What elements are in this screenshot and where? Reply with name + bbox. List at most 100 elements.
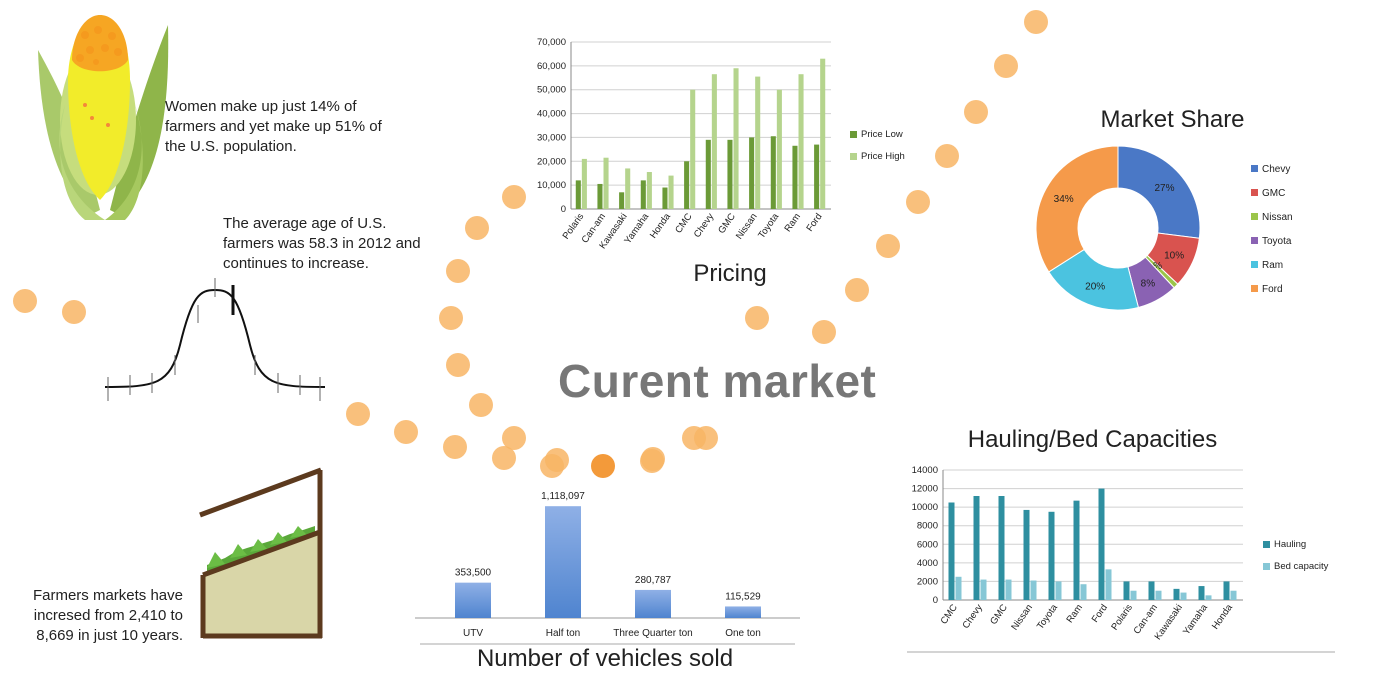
x-tick-label: Honda xyxy=(1210,602,1235,632)
y-tick-label: 50,000 xyxy=(537,85,566,96)
y-tick-label: 4000 xyxy=(917,558,938,569)
x-tick-label: Half ton xyxy=(546,628,580,639)
x-tick-label: CMC xyxy=(673,211,694,235)
bar xyxy=(1055,581,1062,600)
bar xyxy=(662,187,668,209)
bar xyxy=(973,496,980,600)
markets-fact: Farmers markets have incresed from 2,410… xyxy=(32,587,183,644)
data-label: 1,118,097 xyxy=(541,491,585,502)
corn-icon xyxy=(38,15,169,220)
y-tick-label: 40,000 xyxy=(537,109,566,120)
legend-label: GMC xyxy=(1262,188,1285,199)
dot xyxy=(545,448,569,472)
bar xyxy=(684,161,690,209)
dot xyxy=(964,100,988,124)
y-tick-label: 0 xyxy=(933,595,938,606)
dot xyxy=(745,306,769,330)
x-tick-label: Polaris xyxy=(1109,602,1135,632)
data-label: 353,500 xyxy=(455,568,492,579)
bar xyxy=(690,89,696,209)
bar xyxy=(1073,500,1080,600)
dot xyxy=(876,234,900,258)
bar xyxy=(545,506,581,618)
x-tick-label: CMC xyxy=(939,602,960,626)
legend-label: Chevy xyxy=(1262,164,1290,175)
legend-label: Bed capacity xyxy=(1274,561,1329,572)
dot xyxy=(439,306,463,330)
x-tick-label: Toyota xyxy=(1035,602,1060,632)
main-title: Curent market xyxy=(558,355,877,407)
pie-value-label: 8% xyxy=(1141,278,1156,289)
bar xyxy=(581,158,587,209)
pie-value-label: 10% xyxy=(1164,250,1184,261)
bar xyxy=(749,137,755,209)
pricing-title: Pricing xyxy=(693,260,767,287)
x-tick-label: Yamaha xyxy=(1181,602,1210,637)
dot xyxy=(502,426,526,450)
bar xyxy=(1180,592,1187,600)
bar xyxy=(820,58,826,210)
y-tick-label: 20,000 xyxy=(537,156,566,167)
pie-value-label: 34% xyxy=(1054,194,1074,205)
legend-swatch xyxy=(850,131,857,138)
bar xyxy=(1005,579,1012,600)
legend-swatch xyxy=(850,153,857,160)
bar xyxy=(1098,488,1105,600)
x-tick-label: Ford xyxy=(804,211,824,233)
dot xyxy=(62,300,86,324)
bar xyxy=(792,145,798,209)
bar xyxy=(1080,584,1087,600)
dot xyxy=(812,320,836,344)
age-fact: The average age of U.S. farmers was 58.3… xyxy=(223,215,421,272)
bar xyxy=(1123,581,1130,600)
legend-label: Ford xyxy=(1262,284,1283,295)
bar xyxy=(1105,569,1112,600)
dot xyxy=(13,289,37,313)
dot xyxy=(394,420,418,444)
hauling-title: Hauling/Bed Capacities xyxy=(967,426,1218,453)
y-tick-label: 70,000 xyxy=(537,37,566,48)
bar xyxy=(998,496,1005,600)
pie-slice xyxy=(1035,145,1119,273)
y-tick-label: 8000 xyxy=(917,521,938,532)
dot xyxy=(845,278,869,302)
bar xyxy=(1023,509,1030,600)
dot xyxy=(694,426,718,450)
x-tick-label: GMC xyxy=(988,602,1010,627)
x-tick-label: GMC xyxy=(716,211,738,236)
legend-swatch xyxy=(1251,261,1258,268)
dot xyxy=(935,144,959,168)
dot xyxy=(443,435,467,459)
legend-label: Ram xyxy=(1262,260,1283,271)
bar xyxy=(814,144,820,209)
x-tick-label: Chevy xyxy=(960,602,985,631)
legend-swatch xyxy=(1251,285,1258,292)
dot xyxy=(994,54,1018,78)
dot xyxy=(446,353,470,377)
bar xyxy=(770,136,776,209)
legend-label: Hauling xyxy=(1274,539,1306,550)
bar xyxy=(635,589,671,618)
x-tick-label: Nissan xyxy=(734,211,760,241)
bar xyxy=(1173,588,1180,600)
bar xyxy=(1130,590,1137,600)
pie-slice xyxy=(1117,145,1201,239)
bar xyxy=(798,74,804,209)
bar xyxy=(1230,590,1237,600)
x-tick-label: UTV xyxy=(463,628,483,639)
dot xyxy=(469,393,493,417)
pie-value-label: 20% xyxy=(1085,282,1105,293)
dot xyxy=(641,447,665,471)
bar xyxy=(755,76,761,209)
bar xyxy=(948,502,955,600)
y-tick-label: 14000 xyxy=(912,465,938,476)
bar xyxy=(1030,580,1037,600)
hauling-chart: 0 2000 4000 6000 8000 10000 12000 14000 CMC Chevy… xyxy=(907,465,1335,653)
bar xyxy=(640,180,646,209)
x-tick-label: Ford xyxy=(1090,602,1110,624)
bar xyxy=(1155,590,1162,600)
x-tick-label: Chevy xyxy=(692,211,717,240)
legend-label: Toyota xyxy=(1262,236,1292,247)
legend-label: Price Low xyxy=(861,129,903,140)
bar xyxy=(668,175,674,209)
